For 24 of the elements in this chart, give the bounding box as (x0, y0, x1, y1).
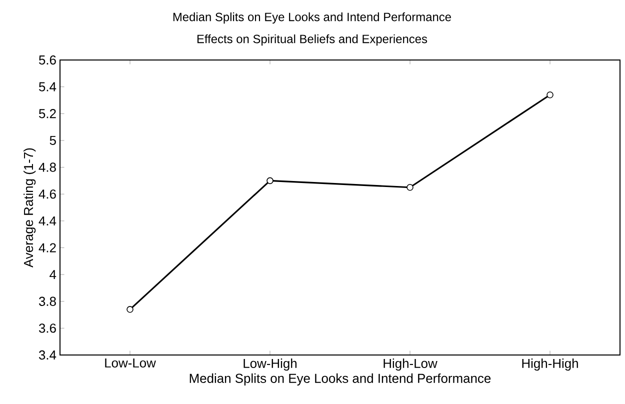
point (126, 306, 134, 313)
point (546, 91, 554, 98)
y-tick-label: 3.4 (38, 350, 56, 360)
y-tick-label: 5.4 (38, 82, 56, 92)
x-tick-label: High-High (522, 358, 578, 371)
y-tick-label: 5.2 (38, 109, 56, 118)
x-tick-label: High-Low (384, 358, 438, 371)
x-tick-label: Low-Low (105, 358, 156, 368)
y-tick-label: 4.6 (38, 190, 56, 199)
point (266, 177, 274, 184)
y-axis-title: Average Rating (1-7) (24, 148, 36, 268)
y-tick-label: 5.6 (38, 55, 56, 65)
y-tick-label: 4.2 (38, 243, 56, 252)
y-tick-label: 3.6 (38, 324, 56, 333)
chart-subtitle: Effects on Spiritual Beliefs and Experiences (197, 34, 428, 46)
x-axis-title: Median Splits on Eye Looks and Intend Performance (190, 373, 491, 386)
y-tick-label: 3.8 (38, 296, 56, 306)
x-tick-label: Low-High (244, 358, 297, 371)
y-tick-label: 4 (50, 270, 56, 279)
y-tick-label: 4.4 (38, 216, 56, 226)
y-tick-label: 5 (50, 136, 56, 145)
y-tick-label: 4.8 (38, 162, 56, 172)
chart-title: Median Splits on Eye Looks and Intend Performance (173, 12, 451, 24)
point (406, 184, 414, 191)
